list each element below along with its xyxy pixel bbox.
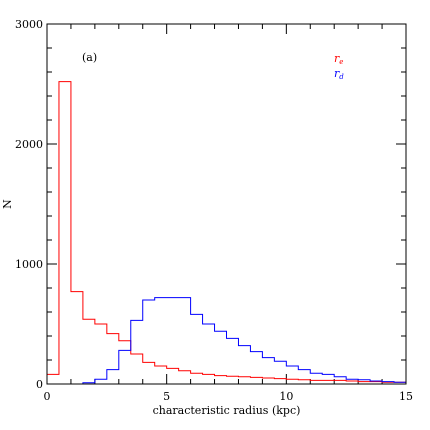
y-tick-label: 2000 — [15, 138, 43, 151]
x-tick-label: 5 — [163, 390, 170, 403]
y-tick-label: 1000 — [15, 258, 43, 271]
histogram-series — [46, 81, 407, 385]
plot-frame — [46, 23, 407, 385]
legend: re rd — [334, 52, 344, 81]
legend-re-name: r — [334, 52, 340, 65]
x-tick-label: 10 — [279, 390, 293, 403]
legend-entry-rd: rd — [334, 67, 344, 81]
y-axis-label: N — [1, 199, 14, 209]
x-axis-label: characteristic radius (kpc) — [153, 404, 301, 417]
legend-rd-name: r — [334, 67, 340, 80]
panel-label: (a) — [82, 51, 97, 64]
series-re-line — [46, 81, 407, 384]
x-tick-label: 0 — [44, 390, 51, 403]
legend-rd-subscript: d — [339, 73, 344, 81]
y-tick-label: 0 — [36, 378, 43, 391]
legend-entry-re: re — [334, 52, 343, 66]
series-rd-line — [47, 297, 407, 385]
y-tick-label: 3000 — [15, 18, 43, 31]
legend-re-subscript: e — [339, 58, 343, 66]
x-tick-label: 15 — [399, 390, 413, 403]
